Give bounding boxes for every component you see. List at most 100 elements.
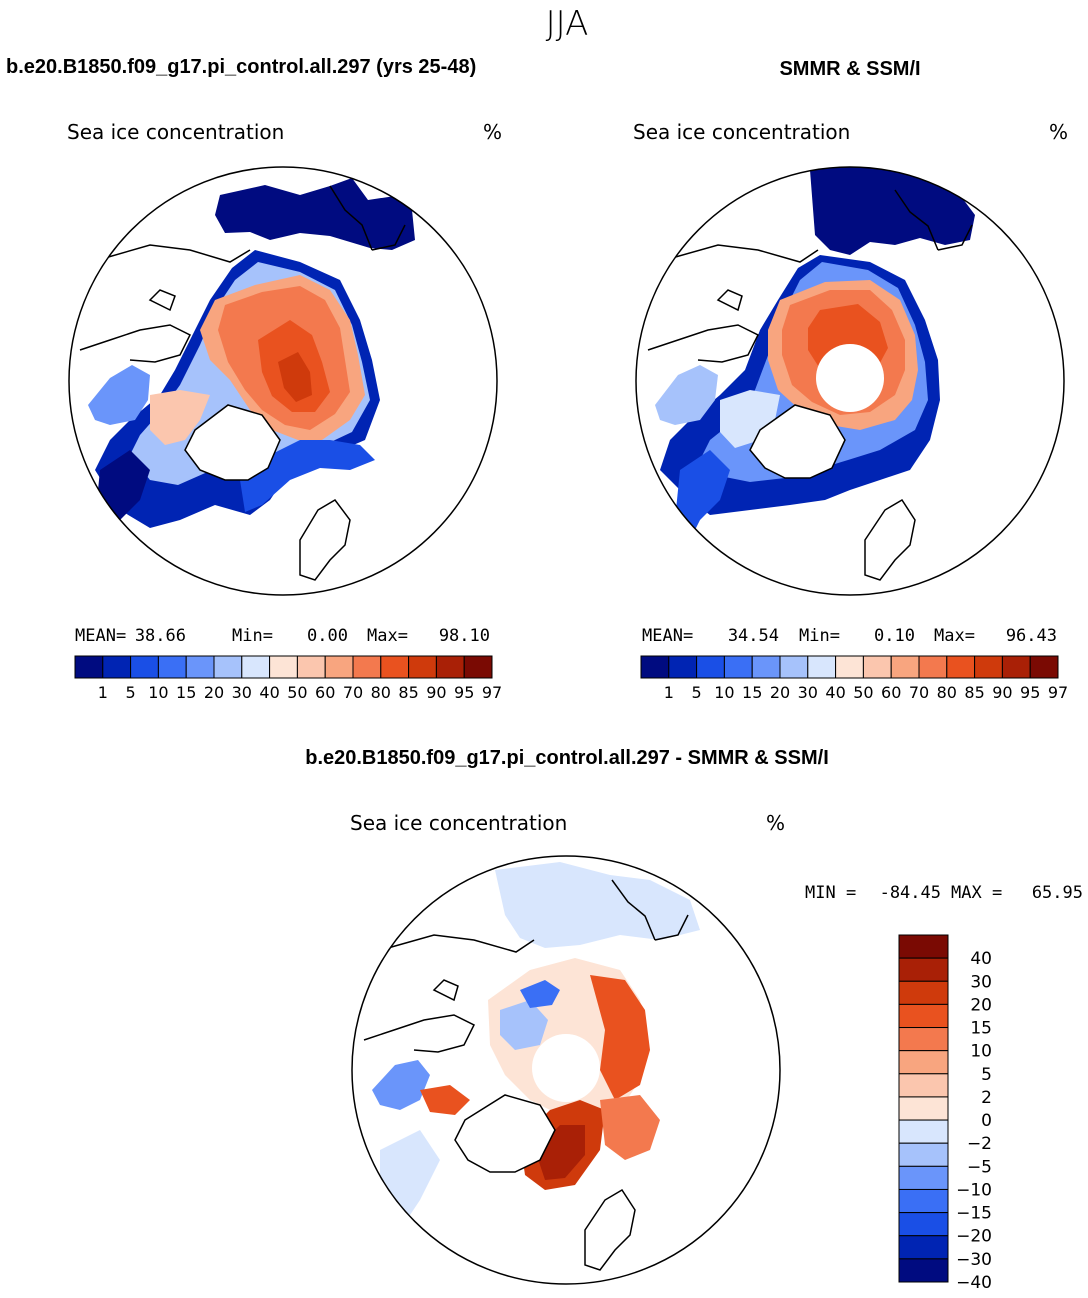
model-colorbar-tick-label: 15 [176, 683, 196, 702]
diff-colorbar-tick-label: 30 [970, 972, 992, 992]
obs-colorbar-swatch [640, 655, 670, 679]
obs-map-boundary [635, 166, 1065, 596]
diff-colorbar-swatch [898, 934, 949, 959]
diff-min-value: -84.45 [880, 883, 941, 903]
model-colorbar-tick-label: 1 [98, 683, 108, 702]
obs-colorbar-tick-label: 85 [964, 683, 984, 702]
obs-colorbar-tick-label: 1 [664, 683, 674, 702]
diff-coastline-north [387, 879, 689, 953]
model-colorbar-swatch [296, 655, 326, 679]
diff-colorbar-tick-label: 20 [970, 995, 992, 1015]
diff-max-value: 65.95 [1032, 883, 1083, 903]
model-colorbar: 1 5 10 15 20 30 40 50 60 70 80 85 90 95 97 [74, 655, 502, 702]
diff-colorbar-tick-label: −30 [956, 1250, 992, 1270]
obs-colorbar-tick-label: 70 [909, 683, 929, 702]
diff-colorbar-tick-label: −2 [967, 1134, 992, 1154]
model-units-label: % [483, 120, 502, 144]
obs-panel-header: SMMR & SSM/I [779, 58, 920, 80]
diff-colorbar-tick-label: −5 [967, 1157, 992, 1177]
diff-polar-map [352, 856, 780, 1284]
diff-colorbar-swatch [898, 1073, 949, 1098]
diff-colorbar-swatch [898, 1003, 949, 1029]
obs-colorbar-tick-label: 10 [714, 683, 734, 702]
model-colorbar-swatch [130, 655, 159, 679]
model-colorbar-swatch [102, 655, 132, 679]
obs-colorbar-tick-label: 80 [937, 683, 957, 702]
obs-pole-hole [816, 344, 884, 412]
obs-colorbar-tick-label: 90 [992, 683, 1012, 702]
model-colorbar-swatch [74, 655, 104, 679]
obs-ice-hudson [655, 365, 718, 425]
obs-colorbar-swatch [918, 655, 948, 679]
diff-bering-neutral [495, 862, 700, 948]
obs-variable-label: Sea ice concentration [633, 120, 850, 144]
diff-hudson-negative [372, 1060, 430, 1110]
model-scandinavia [299, 499, 351, 581]
obs-colorbar-swatch [723, 655, 753, 679]
diff-panel-header: b.e20.B1850.f09_g17.pi_control.all.297 -… [305, 747, 829, 769]
season-title: JJA [546, 4, 589, 44]
diff-colorbar-swatch [898, 1027, 949, 1052]
obs-colorbar-swatch [862, 655, 892, 679]
obs-colorbar-tick-label: 95 [1020, 683, 1040, 702]
model-colorbar-swatch [380, 655, 410, 679]
model-colorbar-tick-label: 5 [126, 683, 136, 702]
model-colorbar-tick-label: 10 [148, 683, 168, 702]
model-colorbar-tick-label: 50 [287, 683, 307, 702]
obs-units-label: % [1049, 120, 1068, 144]
model-panel-header: b.e20.B1850.f09_g17.pi_control.all.297 (… [6, 56, 476, 78]
model-colorbar-tick-label: 60 [315, 683, 335, 702]
diff-greenland [454, 1094, 556, 1173]
diff-negative-patch [500, 1000, 548, 1050]
diff-coastline-canada [363, 979, 476, 1053]
model-coastline-north [104, 185, 406, 263]
model-colorbar-tick-label: 70 [343, 683, 363, 702]
obs-greenland [749, 404, 846, 479]
diff-colorbar-tick-label: −10 [956, 1180, 992, 1200]
diff-colorbar-swatch [898, 957, 949, 982]
obs-colorbar-swatch [668, 655, 698, 679]
diff-colorbar-tick-label: −15 [956, 1204, 992, 1224]
obs-colorbar-swatch [779, 655, 809, 679]
diff-colorbar-swatch [898, 1142, 949, 1167]
diff-panel: Sea ice concentration % MIN = -84.45 MAX… [350, 811, 1083, 1293]
obs-colorbar-swatch [1001, 655, 1031, 679]
obs-colorbar-swatch [890, 655, 920, 679]
diff-colorbar-swatch [898, 1050, 949, 1075]
model-colorbar-tick-label: 20 [204, 683, 224, 702]
obs-colorbar-swatch [751, 655, 781, 679]
model-ice-east-greenland [240, 440, 375, 512]
diff-colorbar-swatch [898, 1235, 949, 1260]
diff-map-boundary [351, 855, 781, 1285]
model-colorbar-tick-label: 90 [426, 683, 446, 702]
diff-colorbar-swatch [898, 1212, 949, 1237]
obs-colorbar-tick-label: 5 [692, 683, 702, 702]
diff-east-positive [590, 975, 650, 1100]
obs-coastline-north [671, 189, 973, 263]
model-colorbar-tick-label: 85 [398, 683, 418, 702]
obs-panel: Sea ice concentration % MEAN= 34.54 Min=… [633, 120, 1068, 702]
obs-colorbar-tick-label: 40 [825, 683, 845, 702]
model-colorbar-tick-label: 95 [454, 683, 474, 702]
diff-colorbar-tick-label: 5 [981, 1065, 992, 1085]
diff-colorbar-swatch [898, 1188, 949, 1214]
model-min-value: 0.00 [307, 626, 348, 646]
diff-colorbar-swatch [898, 1165, 949, 1190]
obs-colorbar-swatch [1029, 655, 1059, 679]
diff-barents-positive [600, 1095, 660, 1160]
obs-colorbar-swatch [946, 655, 976, 679]
obs-max-value: 96.43 [1006, 626, 1057, 646]
obs-min-label: Min= [799, 626, 840, 646]
obs-ice-bering [810, 167, 975, 255]
model-colorbar-swatch [213, 655, 243, 679]
obs-colorbar-tick-label: 20 [770, 683, 790, 702]
model-colorbar-tick-label: 80 [371, 683, 391, 702]
diff-baffin-positive [420, 1085, 470, 1115]
obs-mean-value: 34.54 [728, 626, 779, 646]
model-colorbar-swatch [435, 655, 465, 679]
diff-colorbar-swatch [898, 1096, 949, 1121]
model-max-value: 98.10 [439, 626, 490, 646]
diff-west-negative [520, 980, 560, 1008]
diff-colorbar-tick-label: 15 [970, 1019, 992, 1039]
model-colorbar-swatch [324, 655, 354, 679]
